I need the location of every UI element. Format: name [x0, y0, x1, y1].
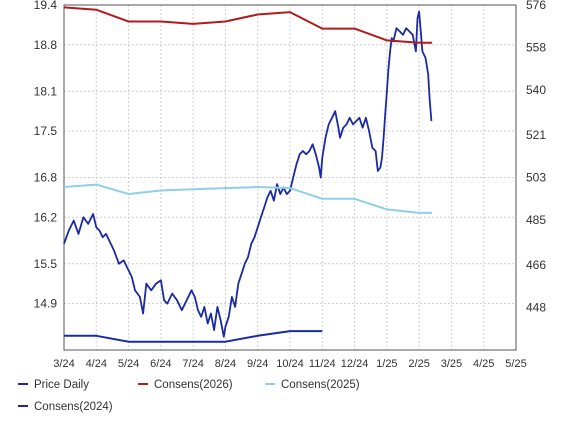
legend: Price Daily Consens(2026) Consens(2025) … [0, 377, 579, 426]
legend-label-price-daily: Price Daily [34, 379, 89, 391]
x-tick-label: 10/24 [276, 358, 304, 370]
x-tick-label: 6/24 [150, 358, 171, 370]
x-tick-label: 4/24 [86, 358, 107, 370]
legend-swatch-consens-2024 [18, 404, 28, 407]
y-right-tick-label: 540 [526, 83, 546, 97]
y-left-tick-label: 14.9 [34, 297, 58, 311]
series-line-consens-2024 [64, 330, 323, 343]
legend-item-consens-2024[interactable]: Consens(2024) [18, 399, 113, 415]
y-right-tick-label: 521 [526, 128, 546, 142]
x-tick-label: 12/24 [341, 358, 369, 370]
y-right-tick-label: 448 [526, 300, 546, 314]
x-tick-label: 11/24 [309, 358, 336, 370]
legend-item-consens-2025[interactable]: Consens(2025) [265, 377, 360, 393]
y-left-tick-label: 18.8 [34, 38, 58, 52]
y-right-tick-label: 558 [526, 41, 546, 55]
y-left-tick-label: 17.5 [34, 124, 58, 138]
y-left-tick-label: 16.2 [34, 210, 58, 224]
series-line-price-daily [63, 10, 433, 338]
x-tick-label: 3/25 [441, 358, 462, 370]
legend-swatch-consens-2025 [265, 382, 275, 385]
legend-item-consens-2026[interactable]: Consens(2026) [138, 377, 233, 393]
x-tick-label: 8/24 [215, 358, 236, 370]
y-right-tick-label: 485 [526, 213, 546, 227]
legend-swatch-consens-2026 [138, 382, 148, 385]
legend-label-consens-2025: Consens(2025) [281, 379, 360, 391]
legend-item-price-daily[interactable]: Price Daily [18, 377, 89, 393]
y-left-tick-label: 15.5 [34, 257, 58, 271]
x-tick-label: 3/24 [53, 358, 74, 370]
x-tick-label: 5/25 [505, 358, 526, 370]
x-tick-label: 7/24 [182, 358, 203, 370]
y-right-tick-label: 576 [526, 0, 546, 12]
y-left-tick-label: 19.4 [34, 0, 58, 12]
x-tick-label: 1/25 [376, 358, 397, 370]
plot-border [63, 4, 517, 351]
series-line-consens-2026 [63, 6, 433, 44]
legend-label-consens-2024: Consens(2024) [34, 401, 113, 413]
y-left-tick-label: 16.8 [34, 171, 58, 185]
y-right-tick-label: 503 [526, 171, 546, 185]
y-left-tick-label: 18.1 [34, 84, 58, 98]
x-tick-label: 2/25 [408, 358, 429, 370]
legend-label-consens-2026: Consens(2026) [154, 379, 233, 391]
x-tick-label: 9/24 [247, 358, 268, 370]
x-tick-label: 5/24 [118, 358, 139, 370]
y-right-tick-label: 466 [526, 258, 546, 272]
series-line-consens-2025 [63, 183, 433, 214]
legend-swatch-price-daily [18, 382, 28, 385]
x-tick-label: 4/25 [473, 358, 494, 370]
